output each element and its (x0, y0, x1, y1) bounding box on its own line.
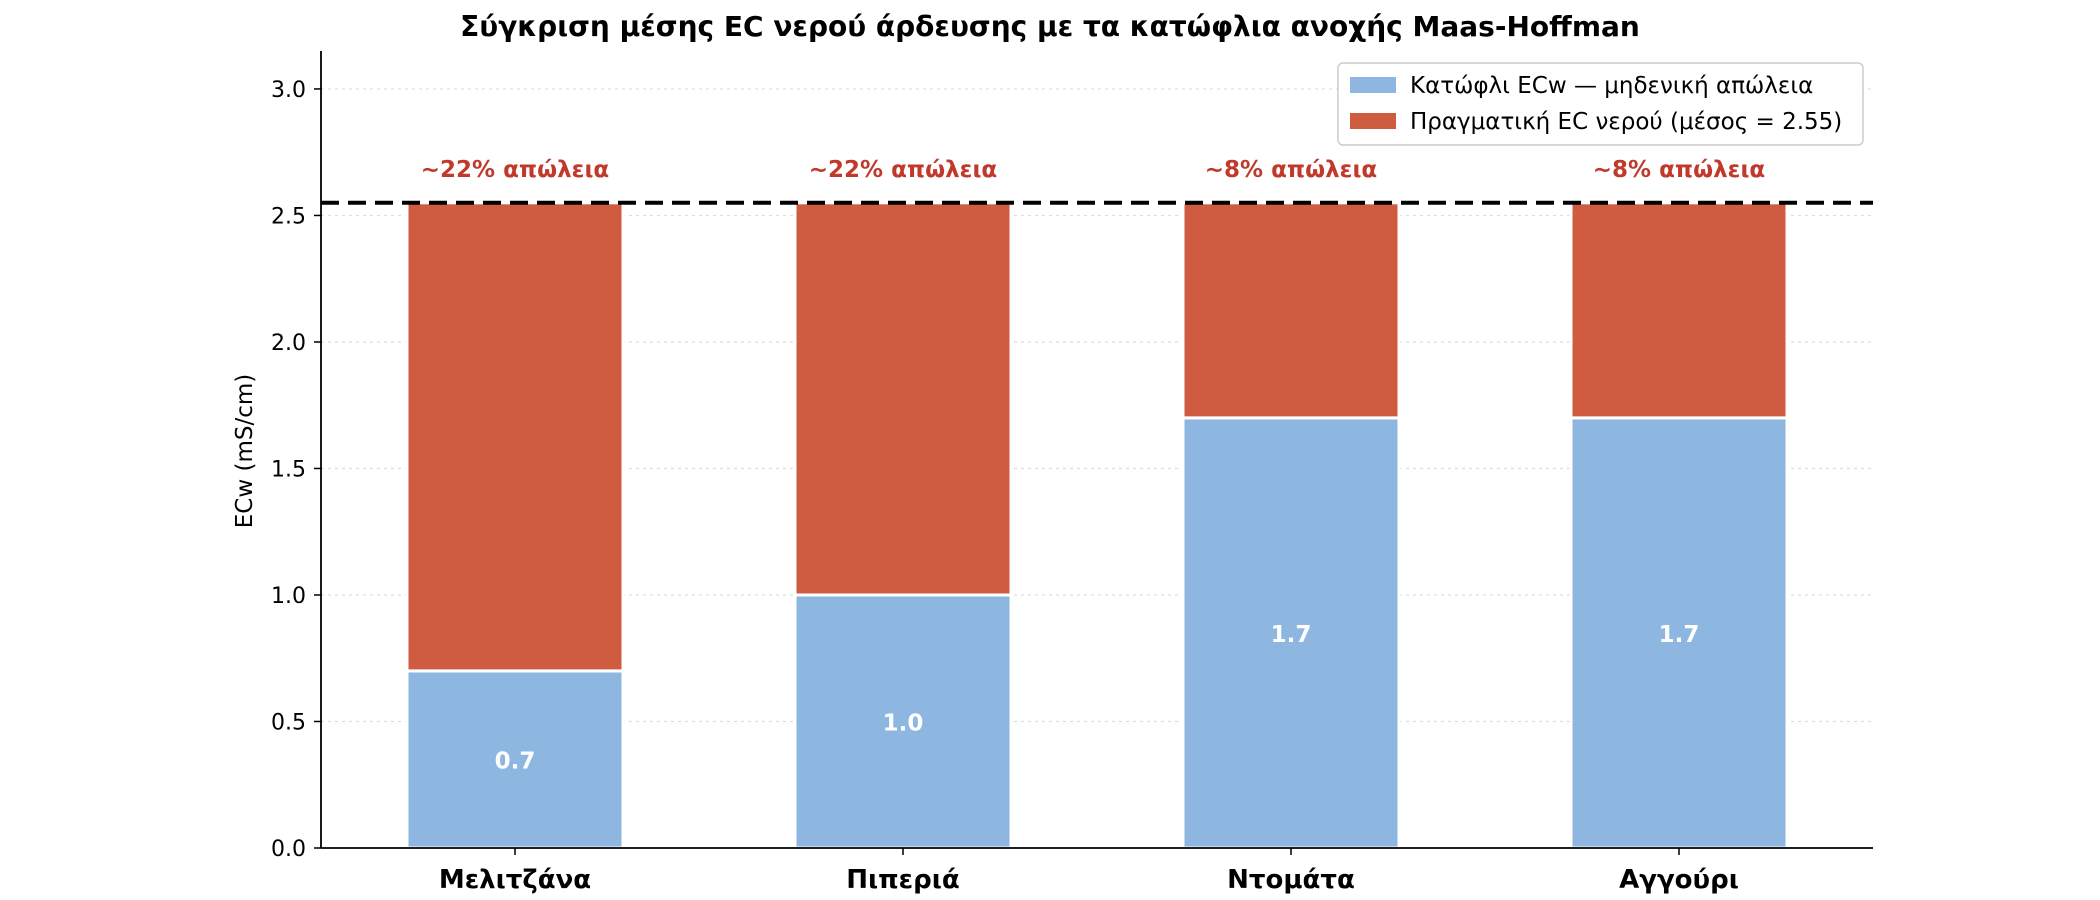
bar-actual-ec (1569, 201, 1789, 420)
bar-threshold (793, 593, 1013, 850)
bar-threshold (405, 669, 625, 850)
chart-title: Σύγκριση μέσης EC νερού άρδευσης με τα κ… (460, 10, 1640, 43)
legend-entry: Πραγματική EC νερού (μέσος = 2.55) (1410, 109, 1842, 135)
x-tick-label: Μελιτζάνα (439, 865, 591, 895)
bars: 0.7 1.0 1.7 1.7 (405, 201, 1789, 850)
bar-value-label: 1.7 (1659, 622, 1700, 648)
y-tick-label: 3.0 (271, 78, 306, 103)
bar-value-label: 1.7 (1271, 622, 1312, 648)
loss-annotation: ~22% απώλεια (809, 157, 997, 183)
axes: 0.0 0.5 1.0 1.5 2.0 2.5 3.0 Μελιτζάνα Πιπεριά Ντο… (271, 51, 1873, 895)
legend: Κατώφλι ECw — μηδενική απώλεια Πραγματική… (1337, 62, 1864, 146)
x-tick-label: Αγγούρι (1619, 865, 1739, 895)
legend-box (1337, 62, 1864, 146)
bar-actual-ec (793, 201, 1013, 597)
annotations: ~22% απώλεια ~22% απώλεια ~8% απώλεια ~8% α… (321, 157, 1873, 205)
x-tick-label: Πιπεριά (846, 865, 960, 895)
legend-swatch (1350, 113, 1396, 129)
bar-actual-ec (1181, 201, 1401, 420)
bar-actual-ec (405, 201, 625, 673)
bar-value-label: 0.7 (495, 748, 536, 774)
y-axis-label: ECw (mS/cm) (232, 374, 258, 528)
legend-entry: Κατώφλι ECw — μηδενική απώλεια (1410, 73, 1813, 99)
legend-swatch (1350, 77, 1396, 93)
y-tick-label: 1.0 (271, 584, 306, 609)
loss-annotation: ~8% απώλεια (1205, 157, 1377, 183)
y-tick-label: 2.5 (271, 204, 306, 229)
y-tick-label: 1.5 (271, 457, 306, 482)
bar-threshold (1569, 416, 1789, 850)
x-tick-label: Ντομάτα (1227, 865, 1355, 895)
loss-annotation: ~22% απώλεια (421, 157, 609, 183)
y-tick-label: 2.0 (271, 331, 306, 356)
y-tick-label: 0.0 (271, 837, 306, 862)
bar-value-label: 1.0 (883, 710, 924, 736)
loss-annotation: ~8% απώλεια (1593, 157, 1765, 183)
y-tick-label: 0.5 (271, 710, 306, 735)
